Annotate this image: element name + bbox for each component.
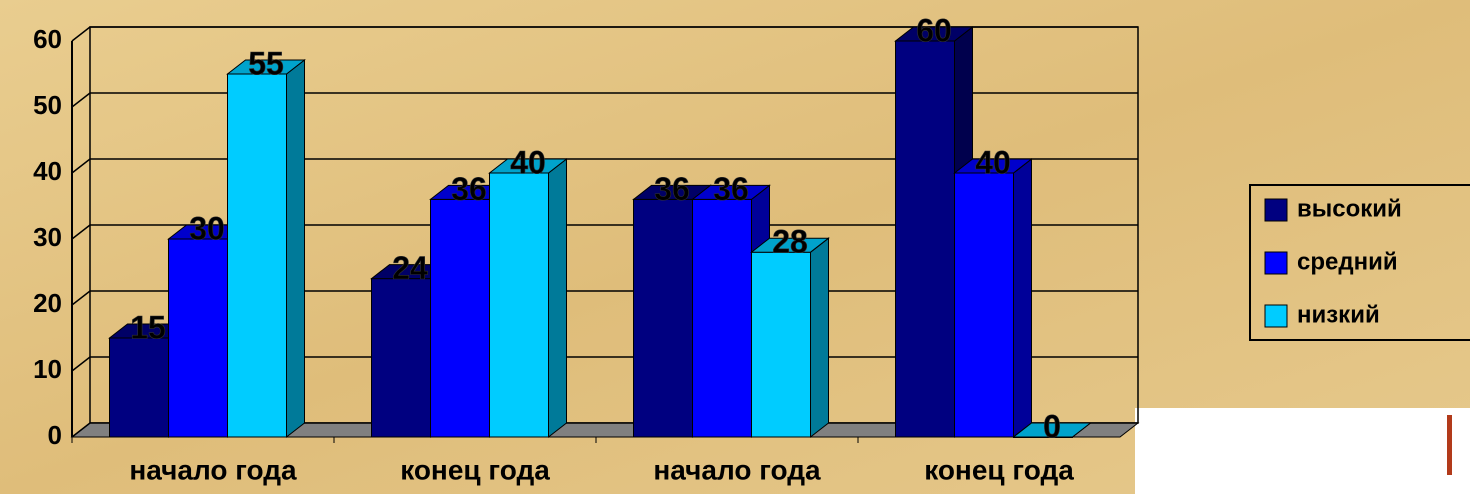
y-tick-label: 40	[33, 156, 62, 186]
y-tick-label: 60	[33, 24, 62, 54]
value-label: 40	[975, 144, 1011, 180]
bar	[372, 279, 431, 437]
brush-icon	[1447, 415, 1452, 475]
legend-label: средний	[1297, 248, 1398, 275]
bar-side-shade	[811, 238, 829, 437]
y-tick-label: 50	[33, 90, 62, 120]
bar	[228, 74, 287, 437]
value-label: 36	[654, 171, 690, 207]
bar	[169, 239, 228, 437]
value-label: 0	[1043, 408, 1061, 444]
legend-swatch	[1265, 252, 1287, 274]
x-tick-label: начало года	[129, 454, 297, 485]
legend-label: высокий	[1297, 195, 1402, 222]
bar	[693, 199, 752, 437]
bar	[634, 199, 693, 437]
y-tick-label: 0	[48, 420, 62, 450]
value-label: 24	[392, 250, 428, 286]
bar	[431, 199, 490, 437]
slide-corner	[1135, 408, 1470, 494]
bar	[896, 41, 955, 437]
value-label: 36	[713, 171, 749, 207]
bar	[490, 173, 549, 437]
chart: 0 10 20 30 40 50 60 начало года 15 30 55 конец года…	[0, 0, 1470, 494]
legend-label: низкий	[1297, 301, 1380, 328]
bar-side-shade	[1014, 159, 1032, 437]
value-label: 28	[772, 224, 808, 260]
x-tick-label: конец года	[924, 454, 1074, 485]
legend-swatch	[1265, 199, 1287, 221]
y-tick-label: 30	[33, 222, 62, 252]
y-tick-label: 10	[33, 354, 62, 384]
bar-side-shade	[287, 60, 305, 437]
bar	[110, 338, 169, 437]
value-label: 15	[130, 309, 166, 345]
bar	[955, 173, 1014, 437]
bar	[752, 252, 811, 437]
y-tick-label: 20	[33, 288, 62, 318]
value-label: 30	[189, 210, 225, 246]
value-label: 60	[916, 12, 952, 48]
legend-swatch	[1265, 305, 1287, 327]
value-label: 36	[451, 171, 487, 207]
value-label: 55	[248, 45, 284, 81]
x-tick-label: конец года	[400, 454, 550, 485]
bar-side-shade	[549, 159, 567, 437]
x-tick-label: начало года	[653, 454, 821, 485]
value-label: 40	[510, 144, 546, 180]
